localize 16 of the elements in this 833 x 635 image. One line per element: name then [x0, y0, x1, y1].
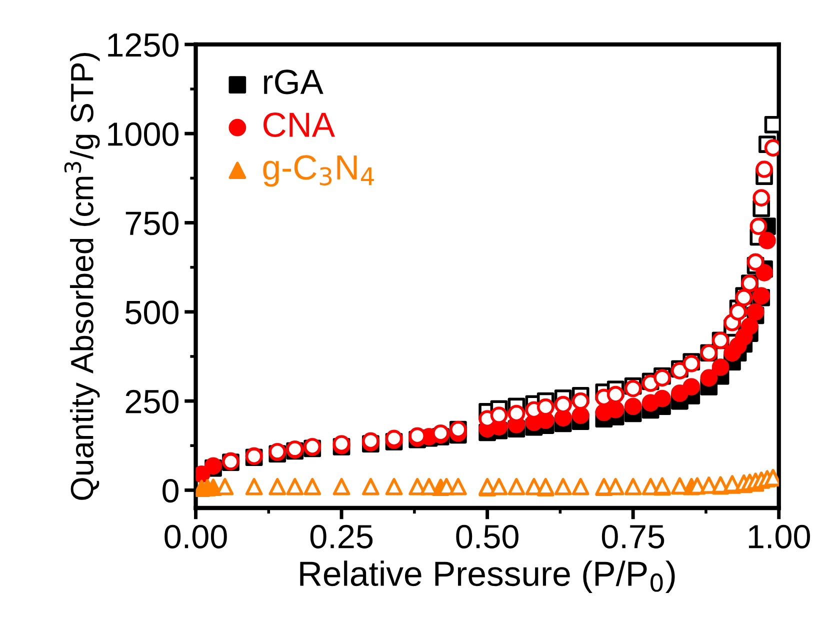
x-axis-title: Relative Pressure (P/P$_{0}$) — [300, 560, 675, 593]
y-tick-label: 1000 — [108, 122, 178, 146]
y-tick-label: 0 — [162, 478, 178, 503]
x-tick-label: 0.75 — [602, 524, 664, 548]
y-tick-label: 1250 — [108, 33, 178, 57]
y-tick-label: 750 — [126, 212, 178, 236]
y-axis-title: Quantity Absorbed (cm$^{3}$/g STP) — [64, 53, 100, 500]
y-tick-label: 500 — [126, 300, 178, 324]
x-tick-label: 1.00 — [748, 524, 810, 548]
legend-label: CNA — [263, 112, 335, 138]
x-tick-label: 0.00 — [164, 524, 227, 548]
x-tick-label: 0.50 — [456, 524, 518, 548]
legend-label: g-C$_{3}$N$_{4}$ — [263, 155, 374, 187]
legend-label: rGA — [264, 70, 324, 94]
y-tick-label: 250 — [126, 390, 178, 414]
x-tick-label: 0.25 — [310, 524, 373, 548]
